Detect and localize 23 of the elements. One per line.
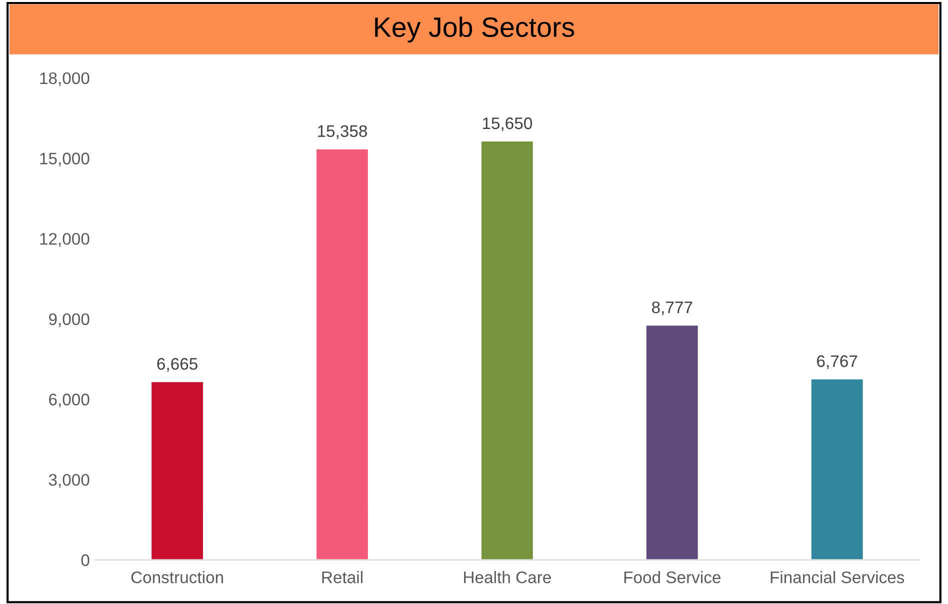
y-tick-label: 0 xyxy=(81,554,90,566)
y-tick-label: 6,000 xyxy=(49,394,90,408)
x-tick-label: Food Service xyxy=(624,571,720,584)
data-label: 6,665 xyxy=(157,358,198,372)
bar xyxy=(645,324,700,560)
data-label: 15,650 xyxy=(482,117,532,132)
data-label: 8,777 xyxy=(652,301,692,316)
y-tick-label: 3,000 xyxy=(48,474,90,488)
x-tick-label: Financial Services xyxy=(770,571,904,584)
x-tick-label: Retail xyxy=(322,571,362,584)
y-tick-label: 15,000 xyxy=(40,152,90,166)
bar xyxy=(810,378,864,560)
y-tick-label: 18,000 xyxy=(40,72,90,86)
bar xyxy=(150,380,204,560)
chart-title: Key Job Sectors xyxy=(375,16,574,43)
bar xyxy=(480,140,534,560)
bar xyxy=(315,148,370,560)
x-tick-label: Construction xyxy=(131,571,223,584)
data-label: 6,767 xyxy=(817,355,858,370)
data-label: 15,358 xyxy=(318,125,367,140)
y-tick-label: 12,000 xyxy=(40,232,90,247)
y-tick-label: 9,000 xyxy=(49,313,90,328)
x-tick-label: Health Care xyxy=(464,571,551,584)
